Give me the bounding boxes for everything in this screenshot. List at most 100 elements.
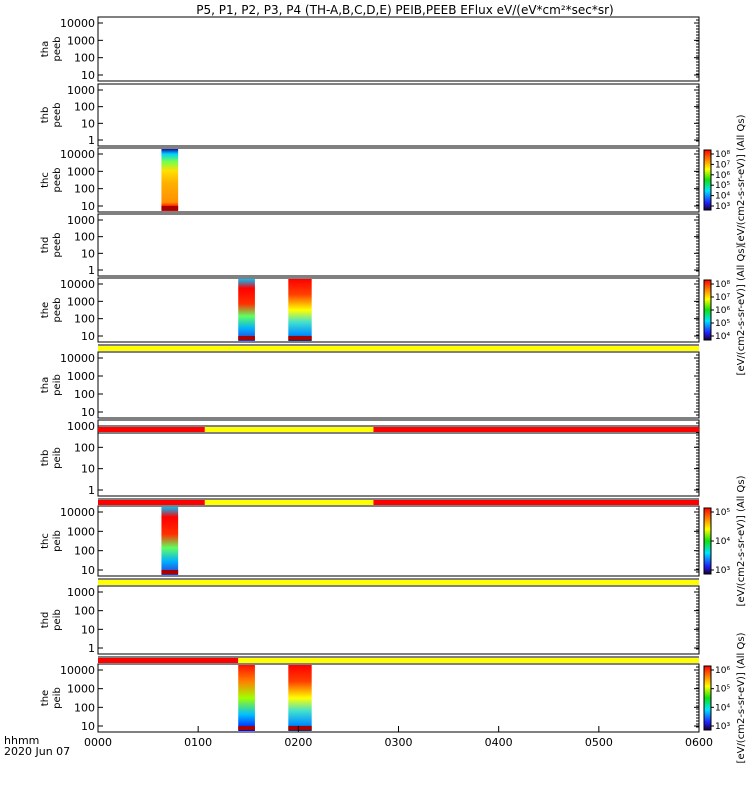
x-tick-label: 0400 [485,736,513,749]
data-block-edge [238,336,255,340]
y-tick-label: 10 [81,623,95,636]
data-block [238,279,255,341]
status-segment [98,500,205,505]
product-label: peib [52,374,63,396]
x-tick-label: 0300 [385,736,413,749]
probe-label: thb [40,450,51,467]
panel-frame [97,663,700,733]
status-bar [98,578,699,587]
x-tick-label: 0100 [184,736,212,749]
panel-label: thb peib [40,447,63,469]
colorbar-tick-label: 10³ [715,722,730,732]
panel-frame [97,585,700,655]
colorbar-tick-label: 10⁵ [715,181,730,191]
y-tick-label: 10000 [60,352,95,365]
figure-title: P5, P1, P2, P3, P4 (TH-A,B,C,D,E) PEIB,P… [196,3,613,17]
colorbar: 10⁴ 10⁵ 10⁶ 10⁷ 10⁸ [eV/(cm2-s-sr-eV)] (All Q… [703,244,747,375]
y-tick-label: 1000 [67,295,95,308]
status-segment [98,580,699,585]
data-block-edge [238,726,255,730]
panel-label: thc peeb [40,168,63,193]
colorbar-tick-label: 10⁴ [715,192,730,202]
y-tick-label: 10 [81,720,95,733]
colorbar-scale [703,279,712,341]
product-label: peeb [52,233,63,258]
y-tick-label: 10 [81,564,95,577]
product-label: peeb [52,37,63,62]
panel-frame [97,505,700,577]
status-segment [373,500,699,505]
product-label: peeb [52,168,63,193]
product-label: peib [52,447,63,469]
colorbar-tick-label: 10⁶ [715,666,730,676]
y-tick-label: 10000 [60,664,95,677]
y-tick-label: 10 [81,330,95,343]
panel-frame [97,83,700,147]
data-block [288,665,312,731]
y-tick-label: 1000 [67,34,95,47]
y-tick-label: 100 [74,231,95,244]
colorbar-tick-label: 10³ [715,566,730,576]
data-block-edge [288,336,312,340]
panel-tha-peib: 10 100 1000 10000 tha peib [40,351,700,419]
data-block [161,507,179,575]
probe-label: tha [40,377,51,393]
y-tick-label: 100 [74,101,95,114]
data-block-edge [161,206,179,210]
x-tick-label: 0500 [585,736,613,749]
panel-thb-peeb: 1 10 100 1000 thb peeb [40,83,700,147]
y-tick-label: 10 [81,406,95,419]
y-tick-label: 100 [74,701,95,714]
panel-label: thd peeb [40,233,63,258]
status-segment [98,658,239,663]
y-tick-label: 1 [88,484,95,497]
y-tick-label: 1 [88,264,95,277]
colorbar-scale [703,665,712,731]
y-tick-label: 1 [88,642,95,655]
data-block [288,279,312,341]
status-segment [204,427,374,432]
colorbar-tick-label: 10⁶ [715,171,730,181]
panel-thd-peib: 1 10 100 1000 thd peib [40,585,700,655]
colorbar-tick-label: 10⁷ [715,293,730,303]
y-tick-label: 1000 [67,586,95,599]
status-segment [204,500,374,505]
probe-label: thd [40,237,51,254]
colorbar-tick-label: 10⁸ [715,150,730,160]
y-tick-label: 100 [74,52,95,65]
panel-frame [97,277,700,343]
x-corner-label-1: hhmm [4,734,39,747]
y-tick-label: 100 [74,313,95,326]
probe-label: thd [40,612,51,629]
y-tick-label: 1000 [67,165,95,178]
panel-frame [97,16,700,82]
panel-label: tha peeb [40,37,63,62]
y-tick-label: 10 [81,463,95,476]
y-tick-label: 10000 [60,17,95,30]
y-tick-label: 1000 [67,84,95,97]
product-label: peeb [52,298,63,323]
status-bar [98,498,699,507]
probe-label: the [40,690,51,706]
y-tick-label: 10 [81,200,95,213]
colorbar-scale [703,507,712,575]
data-block-edge [288,726,312,730]
product-label: peeb [52,103,63,128]
status-bar [98,656,699,665]
y-tick-label: 10 [81,117,95,130]
colorbar-tick-label: 10⁶ [715,306,730,316]
colorbar-tick-label: 10³ [715,202,730,212]
y-tick-label: 100 [74,605,95,618]
probe-label: thb [40,107,51,124]
status-segment [98,346,699,351]
panel-frame [97,147,700,213]
data-block [161,149,179,211]
data-block [238,665,255,731]
product-label: peib [52,687,63,709]
colorbar-tick-label: 10⁵ [715,685,730,695]
colorbar-scale [703,149,712,211]
x-tick-label: 0000 [84,736,112,749]
x-tick-label: 0600 [685,736,713,749]
y-tick-label: 1000 [67,420,95,433]
